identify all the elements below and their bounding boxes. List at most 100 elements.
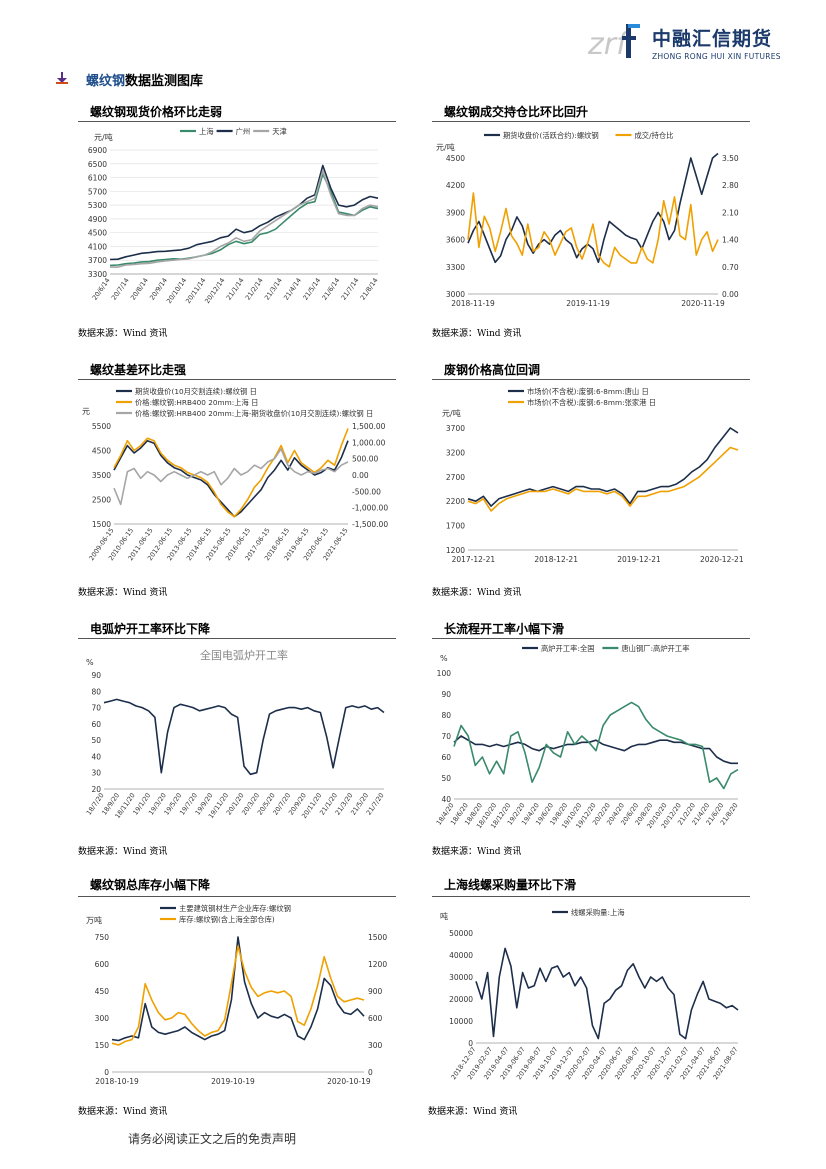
x-tick-label: 21/4/14 xyxy=(282,277,303,302)
y-axis-label: % xyxy=(86,658,94,667)
series-line-2 xyxy=(113,428,349,518)
y-tick-label: 0 xyxy=(104,1068,109,1077)
y-tick-label: 50000 xyxy=(449,929,473,938)
data-source: 数据来源：Wind 资讯 xyxy=(432,588,522,598)
y-tick-label: 3500 xyxy=(92,471,111,480)
legend-label: 主要建筑钢材生产企业库存:螺纹钢 xyxy=(179,904,291,913)
y-axis-label: 元/吨 xyxy=(442,408,461,418)
y2-tick-label: 1500 xyxy=(368,933,387,942)
y-tick-label: 60 xyxy=(441,753,451,762)
y2-tick-label: 2.10 xyxy=(722,208,739,217)
y-tick-label: 2700 xyxy=(446,473,465,482)
legend-label: 期货收盘价(活跃合约):螺纹钢 xyxy=(503,131,599,140)
data-source: 数据来源：Wind 资讯 xyxy=(78,847,168,857)
x-tick-label: 2018-11-19 xyxy=(451,299,495,308)
data-source: 数据来源：Wind 资讯 xyxy=(78,329,168,339)
chart-volume-oi-ratio: 3000 3300 3600 3900 4200 4500 0.00 0.70 1.40 2.10… xyxy=(436,131,739,308)
y-tick-label: 3700 xyxy=(446,424,465,433)
chart-title-3: 螺纹基差环比走强 xyxy=(90,363,187,377)
y-tick-label: 30000 xyxy=(449,973,473,982)
y-tick-label: 5500 xyxy=(92,422,111,431)
y-tick-label: 40000 xyxy=(449,951,473,960)
y-tick-label: 2500 xyxy=(92,496,111,505)
y-tick-label: 70 xyxy=(91,704,101,713)
logo-company-name-en: ZHONG RONG HUI XIN FUTURES xyxy=(652,52,781,61)
data-source: 数据来源：Wind 资讯 xyxy=(428,1107,518,1117)
y-tick-label: 6500 xyxy=(88,160,107,169)
y-tick-label: 5300 xyxy=(88,201,107,210)
chart-title-2: 螺纹钢成交持仓比环比回升 xyxy=(444,105,589,119)
y-tick-label: 90 xyxy=(91,671,101,680)
y2-tick-label: 3.50 xyxy=(722,154,739,163)
legend-label: 成交/持仓比 xyxy=(635,131,674,140)
legend-label: 市场价(不含税):废钢:6-8mm:张家港 日 xyxy=(527,398,656,407)
y-tick-label: 4500 xyxy=(446,154,465,163)
y-tick-label: 6100 xyxy=(88,174,107,183)
y2-tick-label: -1,000.00 xyxy=(352,504,388,513)
y-tick-label: 3900 xyxy=(446,208,465,217)
x-tick-label: 21/1/14 xyxy=(225,277,246,302)
y-axis-label: % xyxy=(440,654,448,663)
series-line-1 xyxy=(103,698,385,776)
x-tick-label: 2019-11-19 xyxy=(566,299,610,308)
divider xyxy=(432,121,750,122)
data-source: 数据来源：Wind 资讯 xyxy=(432,847,522,857)
chart-title-1: 螺纹钢现货价格环比走弱 xyxy=(90,105,223,119)
section-title: 螺纹钢数据监测图库 xyxy=(86,70,203,89)
chart-title-7: 螺纹钢总库存小幅下降 xyxy=(90,878,211,892)
x-tick-label: 21/2/14 xyxy=(244,277,265,302)
y-tick-label: 600 xyxy=(95,960,110,969)
divider xyxy=(432,379,750,380)
y2-tick-label: 900 xyxy=(368,987,383,996)
x-tick-label: 2020-12-21 xyxy=(700,555,744,564)
divider xyxy=(432,638,750,639)
y-tick-label: 2200 xyxy=(446,497,465,506)
x-tick-label: 2018-10-19 xyxy=(95,1077,139,1086)
y-axis-label: 吨 xyxy=(440,911,448,921)
y-tick-label: 90 xyxy=(441,690,451,699)
y-tick-label: 750 xyxy=(95,933,110,942)
legend-label: 期货收盘价(10月交割连续):螺纹钢 日 xyxy=(135,387,257,396)
y-tick-label: 40 xyxy=(441,795,451,804)
series-line-2 xyxy=(467,446,739,512)
y2-tick-label: 300 xyxy=(368,1041,383,1050)
chart-title-6: 长流程开工率小幅下滑 xyxy=(444,622,565,636)
y-tick-label: 3700 xyxy=(88,256,107,265)
y2-tick-label: 2.80 xyxy=(722,181,739,190)
divider xyxy=(78,638,396,639)
divider xyxy=(432,896,750,897)
y-tick-label: 3000 xyxy=(446,290,465,299)
chart-title-4: 废钢价格高位回调 xyxy=(444,363,541,377)
x-tick-label: 2018-12-21 xyxy=(534,555,578,564)
legend-label: 市场价(不含税):废钢:6-8mm:唐山 日 xyxy=(527,387,649,396)
series-line-3 xyxy=(113,448,349,506)
x-tick-label: 2020-10-19 xyxy=(327,1077,371,1086)
x-tick-label: 20/8/14 xyxy=(129,277,150,302)
series-line-1 xyxy=(467,427,739,507)
divider xyxy=(78,121,396,122)
y-tick-label: 80 xyxy=(441,711,451,720)
arrow-down-icon xyxy=(56,72,68,84)
y-tick-label: 1500 xyxy=(92,520,111,529)
series-line-1 xyxy=(475,947,739,1040)
y2-tick-label: 0.00 xyxy=(722,290,739,299)
x-tick-label: 2019-12-21 xyxy=(617,555,661,564)
chart-eaf-utilization: 2030405060708090%全国电弧炉开工率18/7/2018/9/201… xyxy=(85,648,386,820)
y-tick-label: 20 xyxy=(91,785,101,794)
divider xyxy=(78,379,396,380)
series-line-1 xyxy=(113,439,349,518)
chart-blast-furnace: 405060708090100%18/4/2018/6/2018/8/2018/… xyxy=(435,644,740,830)
x-tick-label: 2020-11-19 xyxy=(681,299,725,308)
logo-mark-text: zrf xyxy=(588,27,631,60)
y-tick-label: 100 xyxy=(437,669,452,678)
y-tick-label: 4500 xyxy=(92,447,111,456)
section-title-rest: 数据监测图库 xyxy=(125,74,204,89)
y2-tick-label: -1,500.00 xyxy=(352,520,388,529)
chart-inventory: 0 150 300 450 600 750 0 300 600 900 1200 1500 万吨 2018… xyxy=(86,904,387,1086)
legend-label: 唐山钢厂:高炉开工率 xyxy=(621,644,689,653)
y-tick-label: 5700 xyxy=(88,187,107,196)
legend-label: 价格:螺纹钢:HRB400 20mm:上海-期货收盘价(10月交割连续):螺纹钢… xyxy=(135,409,373,418)
y-axis-label: 元/吨 xyxy=(94,132,113,142)
y-tick-label: 3300 xyxy=(88,270,107,279)
chart-spot-price: 3300 3700 4100 4500 4900 5300 5700 6100 6500 6900… xyxy=(88,127,380,305)
